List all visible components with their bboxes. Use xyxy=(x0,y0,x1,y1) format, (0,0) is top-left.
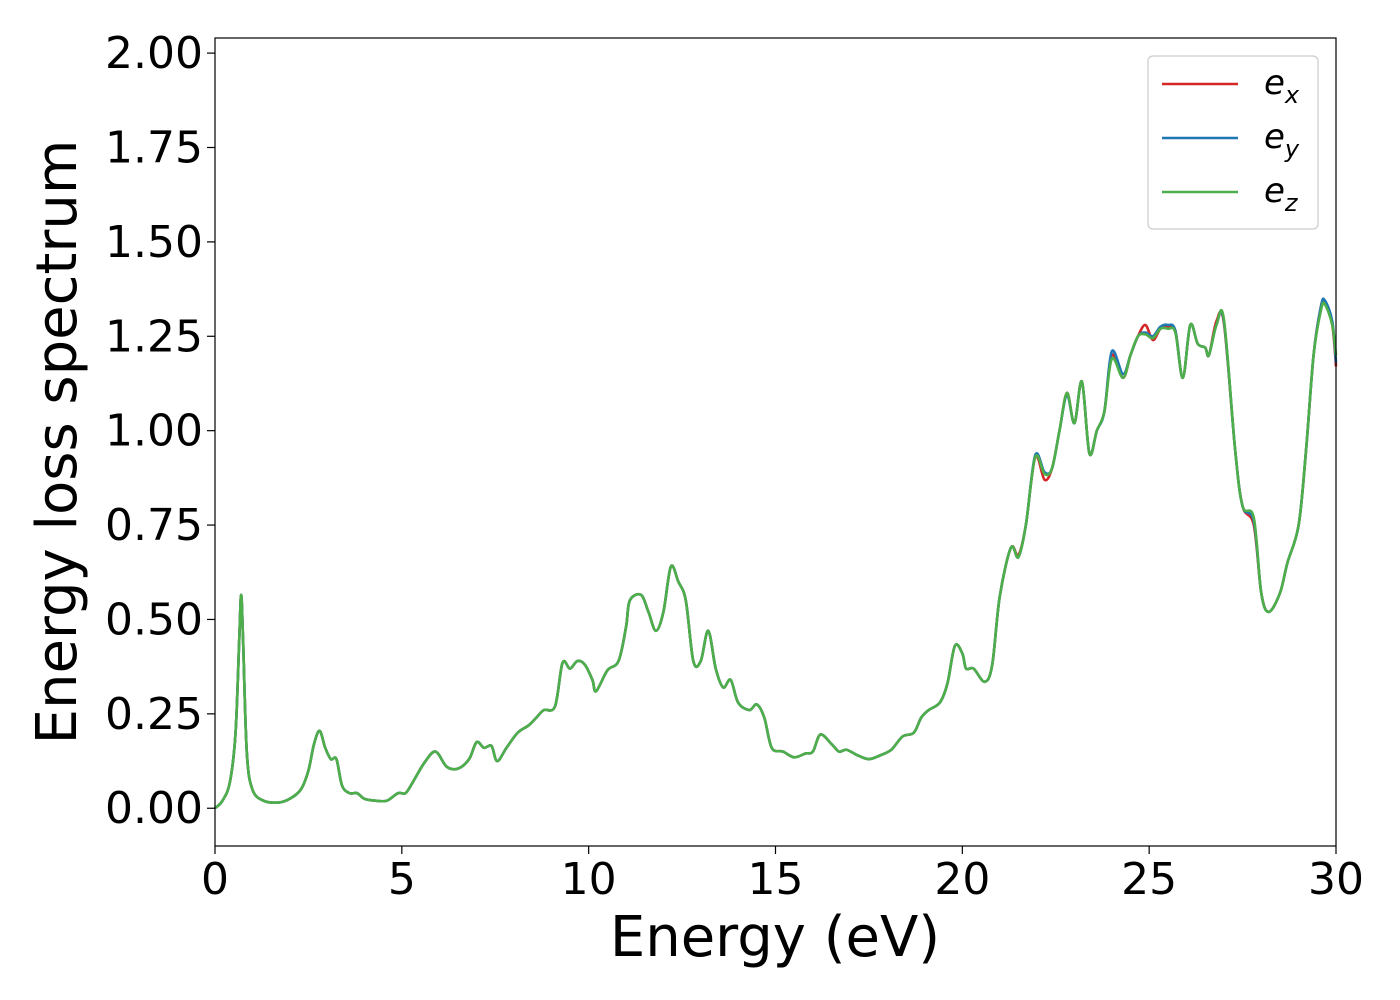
y-tick-label: 0.75 xyxy=(105,500,203,551)
x-tick-label: 20 xyxy=(934,854,990,905)
y-tick-label: 1.50 xyxy=(105,217,203,268)
y-axis-label: Energy loss spectrum xyxy=(25,140,90,745)
x-tick-label: 25 xyxy=(1121,854,1177,905)
x-tick-label: 15 xyxy=(748,854,804,905)
y-tick-label: 0.00 xyxy=(105,783,203,834)
x-tick-label: 0 xyxy=(201,854,229,905)
y-tick-label: 0.25 xyxy=(105,689,203,740)
series-line-e-z xyxy=(214,301,1338,810)
y-axis-ticks: 0.00 0.25 0.50 0.75 1.00 1.25 1.50 1.75 2.00 xyxy=(105,28,215,834)
legend: ex ey ez xyxy=(1147,55,1319,230)
series-layer xyxy=(214,297,1338,810)
legend-label: ex xyxy=(1264,63,1300,109)
x-tick-label: 5 xyxy=(388,854,416,905)
x-axis-label: Energy (eV) xyxy=(610,905,940,970)
y-tick-label: 1.75 xyxy=(105,122,203,173)
legend-box xyxy=(1147,55,1319,230)
x-tick-label: 10 xyxy=(561,854,617,905)
x-axis-ticks: 0 5 10 15 20 25 30 xyxy=(201,846,1364,905)
y-tick-label: 1.25 xyxy=(105,311,203,362)
x-tick-label: 30 xyxy=(1308,854,1364,905)
y-tick-label: 0.50 xyxy=(105,594,203,645)
legend-label: ez xyxy=(1264,171,1299,217)
legend-label: ey xyxy=(1264,117,1300,163)
y-tick-label: 2.00 xyxy=(105,28,203,79)
y-tick-label: 1.00 xyxy=(105,406,203,457)
